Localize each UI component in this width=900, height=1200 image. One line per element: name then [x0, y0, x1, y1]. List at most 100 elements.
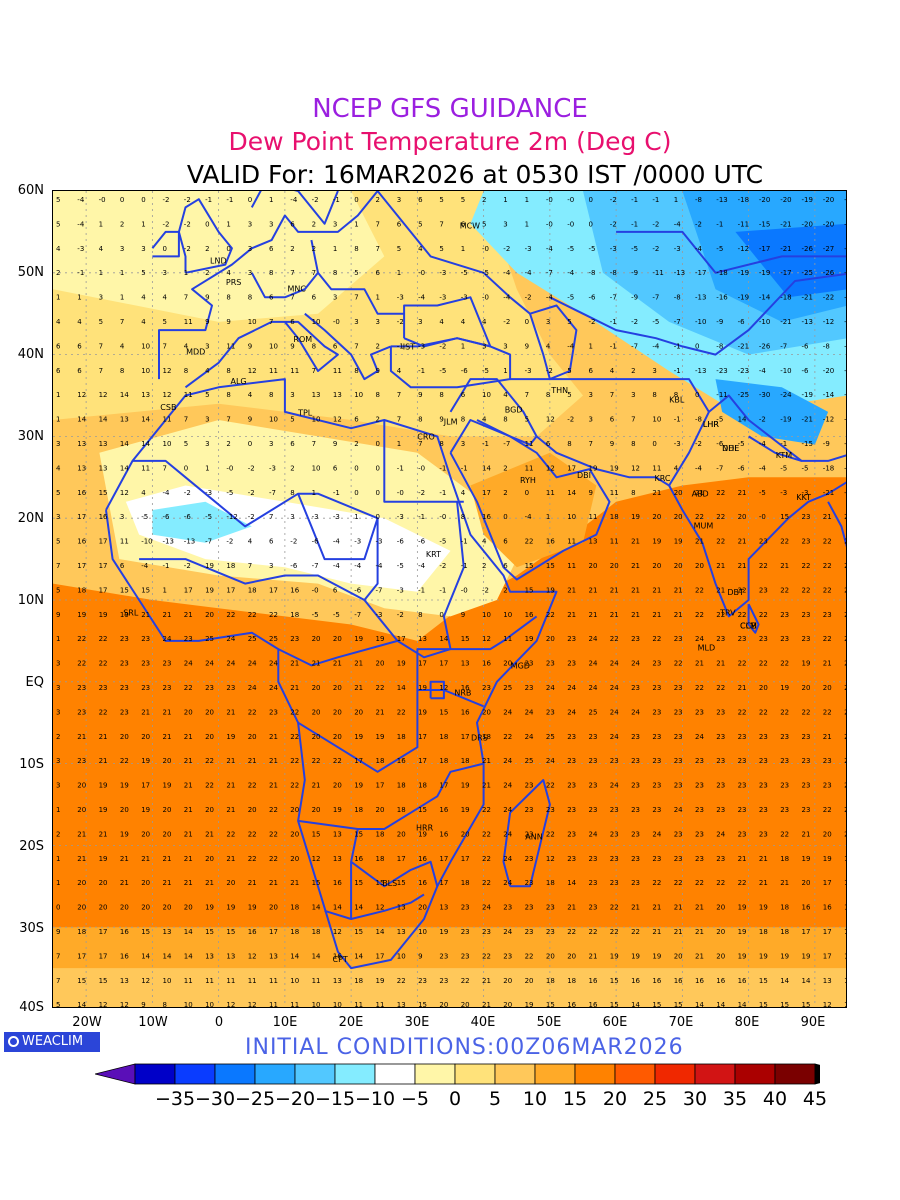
grid-value: -2 [184, 489, 191, 497]
grid-value: 2 [226, 440, 230, 448]
grid-value: -3 [439, 269, 446, 277]
grid-value: 23 [610, 806, 619, 814]
grid-value: -2 [482, 586, 489, 594]
grid-value: 17 [99, 928, 108, 936]
grid-value: -1 [163, 562, 170, 570]
grid-value: 10 [482, 611, 491, 619]
grid-value: 23 [503, 952, 512, 960]
grid-value: 4 [674, 464, 679, 472]
grid-value: 14 [290, 952, 299, 960]
grid-value: -1 [461, 464, 468, 472]
grid-value: 22 [269, 611, 278, 619]
grid-value: 22 [738, 879, 747, 887]
grid-value: 18 [482, 733, 491, 741]
grid-value: -6 [802, 342, 810, 350]
grid-value: 20 [312, 806, 321, 814]
grid-value: 21 [738, 489, 747, 497]
grid-value: 11 [269, 1001, 278, 1008]
grid-value: 25 [546, 733, 555, 741]
boundary-line [177, 198, 233, 274]
grid-value: 10 [312, 464, 321, 472]
grid-value: 19 [397, 660, 406, 668]
grid-value: -11 [738, 220, 749, 228]
grid-value: 12 [248, 1001, 257, 1008]
grid-value: 14 [482, 464, 491, 472]
grid-value: -23 [716, 367, 727, 375]
grid-value: 18 [546, 977, 555, 985]
weaclim-logo[interactable]: WEACLIM [4, 1032, 100, 1052]
grid-value: 13 [205, 952, 214, 960]
grid-value: 4 [482, 538, 487, 546]
grid-value: 20 [312, 635, 321, 643]
grid-value: 4 [503, 391, 508, 399]
grid-value: 13 [823, 977, 832, 985]
grid-value: 21 [610, 611, 619, 619]
grid-value: 23 [163, 684, 172, 692]
grid-value: 6 [56, 342, 61, 350]
grid-value: 10 [290, 977, 299, 985]
lon-label: 50E [536, 1015, 562, 1030]
grid-value: 21 [77, 830, 86, 838]
city-label: CRO [417, 432, 434, 441]
grid-value: 11 [652, 464, 661, 472]
grid-value: 14 [354, 952, 363, 960]
grid-value: -3 [376, 538, 383, 546]
grid-value: -4 [376, 562, 384, 570]
colorbar-swatch [574, 1063, 616, 1085]
grid-value: 0 [354, 196, 358, 204]
grid-value: 1 [397, 269, 401, 277]
boundary-line [376, 191, 531, 315]
grid-value: 7 [56, 977, 60, 985]
grid-value: 20 [397, 830, 406, 838]
grid-value: 24 [503, 879, 512, 887]
grid-value: -2 [546, 367, 553, 375]
grid-value: 23 [695, 757, 704, 765]
grid-value: 10 [354, 391, 363, 399]
grid-value: 24 [503, 855, 512, 863]
grid-value: 5 [418, 220, 422, 228]
grid-value: 16 [823, 904, 832, 912]
grid-value: 22 [823, 635, 832, 643]
grid-value: 15 [525, 586, 534, 594]
grid-value: -3 [376, 611, 383, 619]
grid-value: 23 [525, 684, 534, 692]
grid-value: 0 [226, 245, 230, 253]
grid-value: 19 [205, 904, 214, 912]
grid-value: 9 [461, 611, 465, 619]
grid-value: 11 [269, 367, 278, 375]
grid-value: -13 [163, 538, 174, 546]
grid-value: 17 [439, 660, 448, 668]
grid-value: 12 [631, 464, 640, 472]
grid-value: 22 [780, 538, 789, 546]
boundary-line [502, 779, 551, 888]
grid-value: -14 [759, 294, 771, 302]
grid-value: 10 [269, 416, 278, 424]
grid-value: -1 [418, 586, 425, 594]
grid-value: 7 [269, 513, 273, 521]
grid-value: 20 [333, 635, 342, 643]
grid-value: 18 [312, 928, 321, 936]
grid-value: 23 [716, 708, 725, 716]
grid-value: -2 [312, 196, 319, 204]
grid-value: 22 [290, 708, 299, 716]
boundary-line [827, 501, 846, 548]
grid-value: -4 [163, 489, 171, 497]
grid-value: 21 [610, 586, 619, 594]
lon-label: 70E [668, 1015, 694, 1030]
grid-value: -2 [226, 538, 233, 546]
grid-value: 23 [759, 538, 768, 546]
grid-value: 9 [56, 928, 60, 936]
grid-value: -6 [397, 538, 405, 546]
grid-value: -2 [652, 220, 659, 228]
grid-value: 9 [56, 611, 60, 619]
grid-value: -5 [482, 367, 489, 375]
grid-value: -17 [695, 269, 706, 277]
grid-value: 20 [674, 562, 683, 570]
grid-value: 19 [738, 904, 747, 912]
grid-value: -8 [695, 196, 702, 204]
grid-value: -5 [141, 513, 148, 521]
grid-value: -3 [780, 489, 787, 497]
grid-value: -4 [695, 245, 703, 253]
grid-value: 21 [269, 733, 278, 741]
grid-value: 23 [823, 782, 832, 790]
